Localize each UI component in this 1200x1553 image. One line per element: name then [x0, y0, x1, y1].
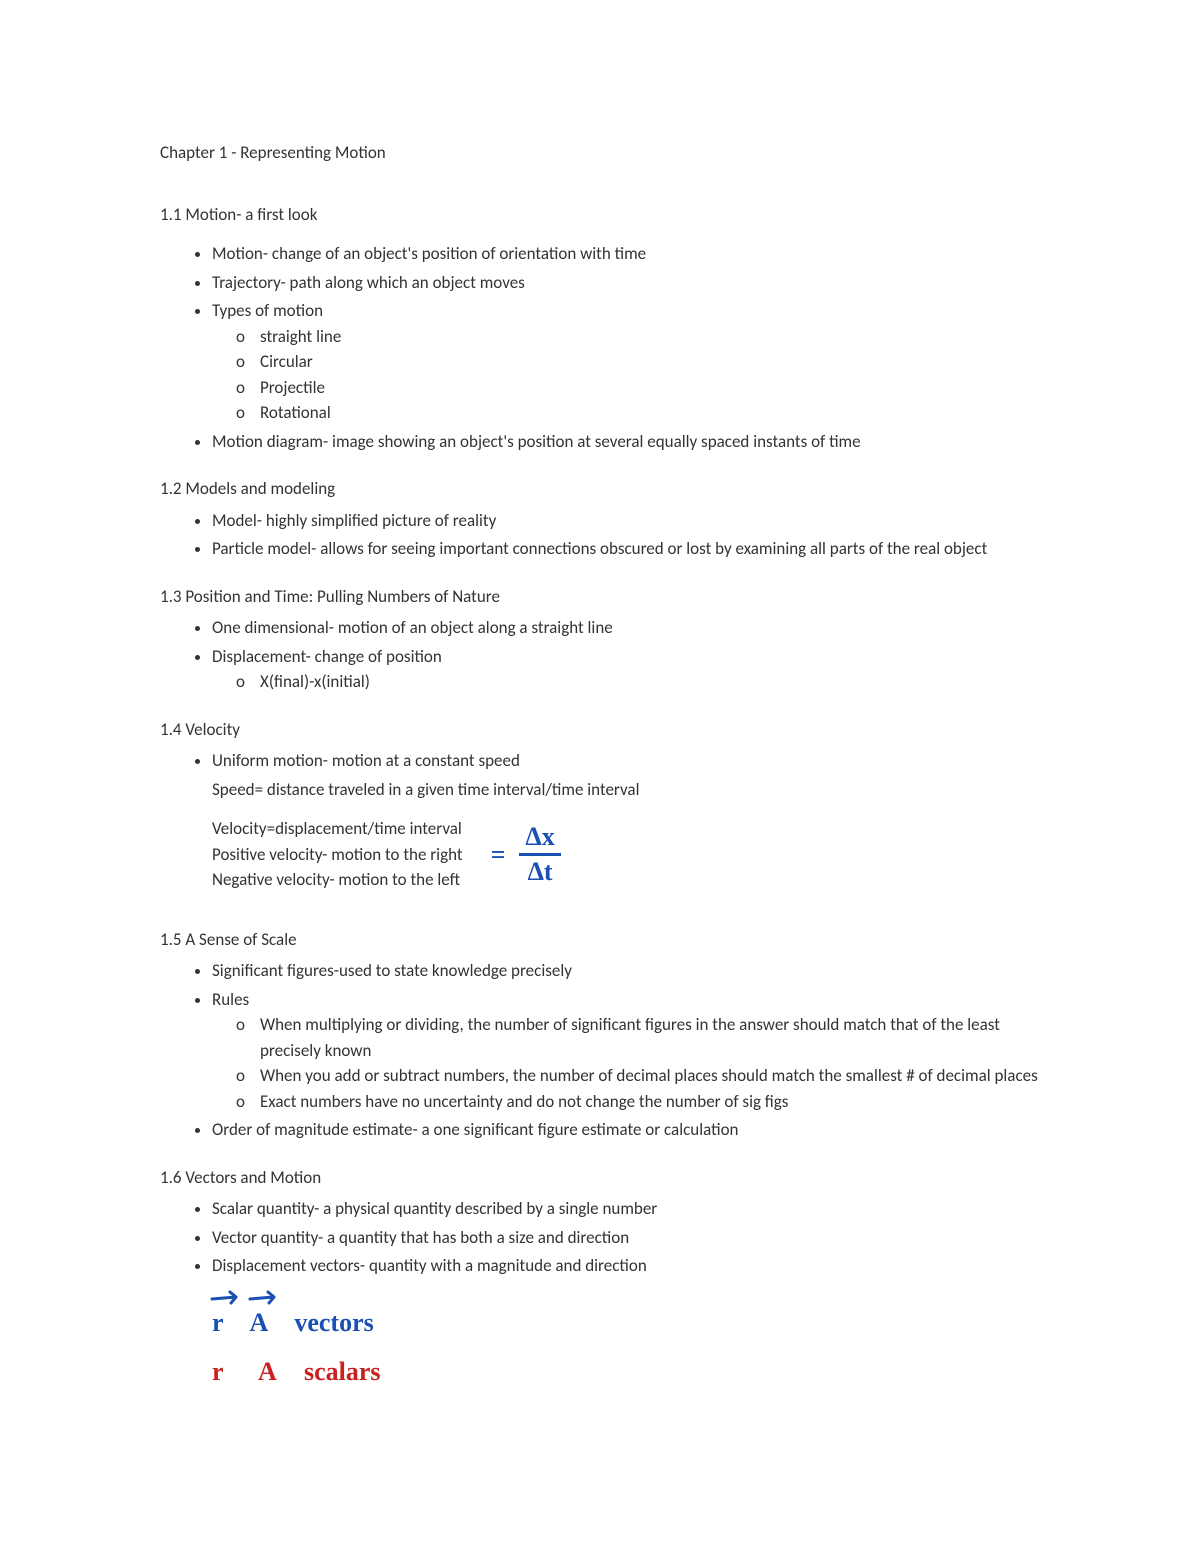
- section-1-1: 1.1 Motion- a first look Motion- change …: [160, 202, 1060, 455]
- list-item: Exact numbers have no uncertainty and do…: [260, 1089, 1060, 1115]
- symbol-text: r: [212, 1308, 224, 1337]
- chapter-title: Chapter 1 - Representing Motion: [160, 140, 1060, 166]
- bullet-list: One dimensional- motion of an object alo…: [212, 615, 1060, 695]
- fraction: Δx Δt: [519, 823, 560, 885]
- section-heading: 1.6 Vectors and Motion: [160, 1165, 1060, 1191]
- list-item: Types of motion straight line Circular P…: [212, 298, 1060, 426]
- velocity-definition: Velocity=displacement/time interval: [212, 816, 463, 842]
- list-item: Order of magnitude estimate- a one signi…: [212, 1117, 1060, 1143]
- vector-arrow-icon: [210, 1289, 244, 1305]
- list-item: When multiplying or dividing, the number…: [260, 1012, 1060, 1063]
- fraction-denominator: Δt: [528, 856, 553, 885]
- handwritten-velocity-equation: = Δx Δt: [491, 823, 561, 885]
- list-item: Vector quantity- a quantity that has bot…: [212, 1225, 1060, 1251]
- section-heading: 1.5 A Sense of Scale: [160, 927, 1060, 953]
- bullet-list: Model- highly simplified picture of real…: [212, 508, 1060, 562]
- list-item: Projectile: [260, 375, 1060, 401]
- list-item: Motion diagram- image showing an object'…: [212, 429, 1060, 455]
- velocity-text-block: Velocity=displacement/time interval Posi…: [212, 816, 463, 893]
- list-item: When you add or subtract numbers, the nu…: [260, 1063, 1060, 1089]
- sub-bullet-list: X(final)-x(initial): [260, 669, 1060, 695]
- a-vector-symbol: A: [250, 1293, 269, 1342]
- a-scalar-symbol: A: [258, 1352, 278, 1391]
- section-1-6: 1.6 Vectors and Motion Scalar quantity- …: [160, 1165, 1060, 1391]
- sub-bullet-list: When multiplying or dividing, the number…: [260, 1012, 1060, 1114]
- section-heading: 1.3 Position and Time: Pulling Numbers o…: [160, 584, 1060, 610]
- section-heading: 1.1 Motion- a first look: [160, 202, 1060, 228]
- list-item-label: Types of motion: [212, 300, 323, 321]
- list-item: Particle model- allows for seeing import…: [212, 536, 1060, 562]
- list-item: straight line: [260, 324, 1060, 350]
- list-item: Motion- change of an object's position o…: [212, 241, 1060, 267]
- sub-bullet-list: straight line Circular Projectile Rotati…: [260, 324, 1060, 426]
- handwritten-vector-notation: r A vectors r A scalars: [212, 1293, 1060, 1391]
- section-1-5: 1.5 A Sense of Scale Significant figures…: [160, 927, 1060, 1143]
- list-item: Uniform motion- motion at a constant spe…: [212, 748, 1060, 774]
- r-scalar-symbol: r: [212, 1352, 232, 1391]
- equals-sign: =: [491, 835, 506, 874]
- list-item: Scalar quantity- a physical quantity des…: [212, 1196, 1060, 1222]
- section-1-4: 1.4 Velocity Uniform motion- motion at a…: [160, 717, 1060, 893]
- list-item: Displacement vectors- quantity with a ma…: [212, 1253, 1060, 1279]
- list-item: One dimensional- motion of an object alo…: [212, 615, 1060, 641]
- list-item: Displacement- change of position X(final…: [212, 644, 1060, 695]
- document-page: Chapter 1 - Representing Motion 1.1 Moti…: [0, 0, 1200, 1473]
- speed-definition: Speed= distance traveled in a given time…: [212, 777, 1060, 803]
- scalars-label: scalars: [304, 1352, 381, 1391]
- list-item: Significant figures-used to state knowle…: [212, 958, 1060, 984]
- bullet-list: Motion- change of an object's position o…: [212, 241, 1060, 454]
- section-1-3: 1.3 Position and Time: Pulling Numbers o…: [160, 584, 1060, 695]
- vectors-label: vectors: [294, 1303, 373, 1342]
- r-vector-symbol: r: [212, 1293, 224, 1342]
- list-item: X(final)-x(initial): [260, 669, 1060, 695]
- vector-row: r A vectors: [212, 1293, 1060, 1342]
- scalar-row: r A scalars: [212, 1352, 1060, 1391]
- bullet-list: Scalar quantity- a physical quantity des…: [212, 1196, 1060, 1279]
- section-heading: 1.4 Velocity: [160, 717, 1060, 743]
- bullet-list: Significant figures-used to state knowle…: [212, 958, 1060, 1143]
- list-item: Rotational: [260, 400, 1060, 426]
- list-item-label: Displacement- change of position: [212, 646, 442, 667]
- fraction-numerator: Δx: [519, 823, 560, 855]
- section-1-2: 1.2 Models and modeling Model- highly si…: [160, 476, 1060, 562]
- list-item: Circular: [260, 349, 1060, 375]
- symbol-text: A: [250, 1308, 269, 1337]
- positive-velocity-note: Positive velocity- motion to the right: [212, 842, 463, 868]
- section-heading: 1.2 Models and modeling: [160, 476, 1060, 502]
- list-item-label: Rules: [212, 989, 249, 1010]
- velocity-equation-row: Velocity=displacement/time interval Posi…: [212, 816, 1060, 893]
- list-item: Rules When multiplying or dividing, the …: [212, 987, 1060, 1115]
- negative-velocity-note: Negative velocity- motion to the left: [212, 867, 463, 893]
- vector-arrow-icon: [248, 1289, 282, 1305]
- list-item: Trajectory- path along which an object m…: [212, 270, 1060, 296]
- list-item: Model- highly simplified picture of real…: [212, 508, 1060, 534]
- bullet-list: Uniform motion- motion at a constant spe…: [212, 748, 1060, 774]
